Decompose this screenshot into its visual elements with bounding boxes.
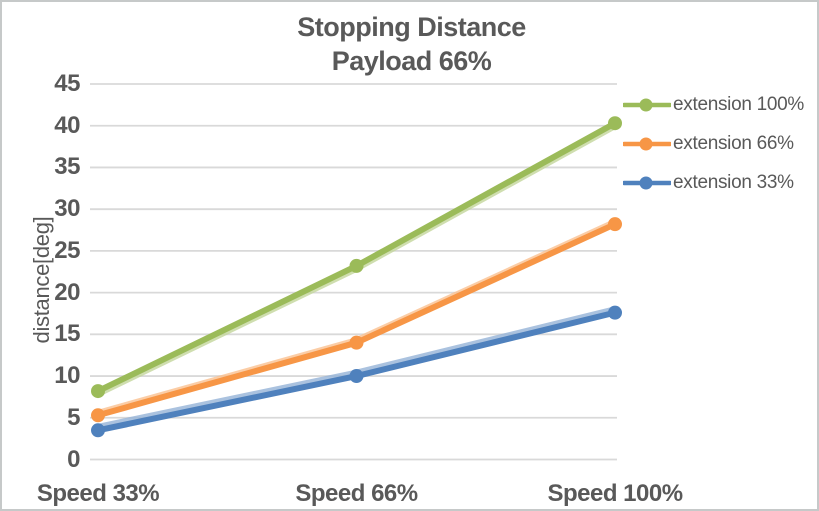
data-point-marker: [91, 423, 105, 438]
y-tick-label: 35: [54, 153, 80, 181]
chart-title-line2: Payload 66%: [331, 46, 492, 76]
legend-label: extension 33%: [673, 172, 794, 193]
series-halo-line: [96, 218, 617, 414]
data-point-marker: [91, 384, 105, 399]
data-point-marker: [91, 408, 105, 423]
legend-item: extension 66%: [623, 133, 817, 155]
data-point-marker: [608, 305, 622, 320]
series-line-extension-66-: [95, 221, 618, 419]
legend: extension 100% extension 66% extension 33%: [623, 94, 817, 211]
y-tick-label: 0: [67, 445, 80, 473]
series-halo-line: [96, 306, 617, 428]
legend-item: extension 100%: [623, 94, 817, 116]
x-axis-category-label: Speed 66%: [295, 480, 418, 507]
legend-line-marker-icon: [623, 98, 671, 112]
y-tick-label: 20: [54, 278, 80, 306]
x-axis-category-label: Speed 33%: [36, 480, 160, 507]
legend-item: extension 33%: [623, 172, 817, 194]
legend-label: extension 100%: [673, 94, 805, 115]
data-point-marker: [608, 116, 622, 131]
y-tick-label: 45: [54, 70, 80, 97]
y-tick-label: 5: [67, 403, 80, 431]
data-point-marker: [608, 217, 622, 232]
data-point-marker: [349, 258, 364, 273]
y-tick-label: 40: [54, 111, 80, 139]
chart-title: Stopping Distance Payload 66%: [2, 10, 817, 78]
data-point-marker: [349, 335, 364, 350]
legend-line-marker-icon: [623, 137, 671, 151]
y-tick-label: 25: [54, 236, 80, 264]
legend-label: extension 66%: [673, 133, 794, 154]
data-point-marker: [349, 369, 364, 384]
y-tick-label: 10: [54, 362, 80, 390]
y-tick-label: 15: [54, 320, 80, 348]
x-axis-category-label: Speed 100%: [547, 480, 683, 507]
y-tick-label: 30: [54, 195, 80, 223]
legend-line-marker-icon: [623, 176, 671, 190]
chart-title-line1: Stopping Distance: [297, 12, 526, 42]
